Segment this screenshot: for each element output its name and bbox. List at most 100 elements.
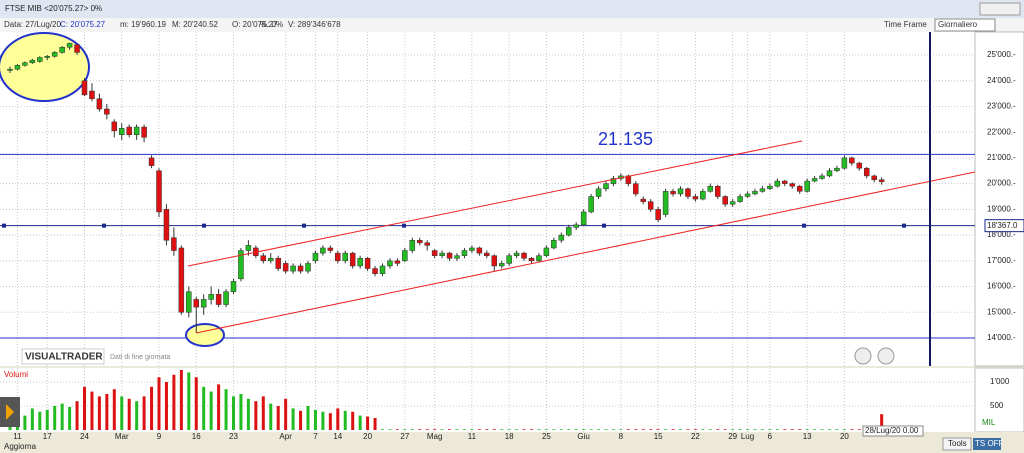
volume-bar [462,429,466,430]
volume-bar [23,415,27,430]
volume-bar [470,429,474,430]
candle-body [446,252,453,259]
candle-body [223,291,229,305]
candle-body [417,239,423,244]
x-tick-label: 18 [505,432,514,441]
candle-body [394,260,401,264]
candle-body [89,90,95,99]
level-handle [402,223,406,228]
volume-bar [485,429,489,430]
volume-bar [574,429,578,430]
price-axis [974,31,1024,367]
volume-tick-label: 1'000 [990,377,1010,386]
candle-body [804,180,810,192]
candle-body [752,191,758,195]
update[interactable]: Aggiorna [4,442,37,451]
volume-bar [589,429,593,430]
y-tick-label: 25'000.- [987,50,1016,59]
candle-body [66,43,73,48]
volume-bar [306,406,310,430]
cursor-date-box [862,425,924,437]
volume-bar [597,429,601,430]
x-tick-label: 25 [542,432,551,441]
candle-body [513,252,520,256]
volume-bar [604,429,608,430]
volume-bar [187,372,191,430]
candle-body [290,265,296,272]
volume-bar [716,429,720,430]
candle-body [722,196,728,205]
level-handle [2,223,6,228]
candle-body [230,281,237,292]
candle-body [141,126,147,138]
volume-bar [492,429,496,430]
candle-body [700,191,706,200]
arrow-icon [6,404,14,420]
candle-body [871,175,877,181]
volume-bar [611,429,615,430]
candle-body [74,44,80,53]
time-frame-select[interactable] [934,18,996,32]
volume-bar [440,429,444,430]
volume-bar [515,429,519,430]
y-tick-label: 15'000.- [987,307,1016,316]
candle-body [439,252,445,256]
info-button[interactable] [854,347,872,365]
volume-bar [239,394,243,430]
volume-bar [261,396,265,430]
volume-bar [768,429,772,430]
volume-bar [805,429,809,430]
volume-bar [723,429,727,430]
candle-body [215,294,222,305]
candle-body [171,237,177,251]
volume-bar [798,429,802,430]
volume-bar [448,429,452,430]
volume-bar [358,415,362,430]
x-tick-label: 27 [400,432,409,441]
candle-body [37,57,43,62]
volume-bar [842,429,846,430]
x-tick-label: 6 [768,432,773,441]
window-buttons[interactable] [979,2,1021,16]
candle-body [543,247,550,256]
volume-bar [142,396,146,430]
volume-bar [433,429,437,430]
info-button[interactable] [877,347,895,365]
volume-bar [686,429,690,430]
ts-button[interactable] [973,438,1001,450]
y-tick-label: 14'000.- [987,333,1016,342]
volume-bar [328,413,332,430]
candle-body [44,56,50,58]
candle-body [402,250,408,262]
candle-body [647,201,654,210]
tools-button[interactable] [942,437,972,451]
candle-body [297,265,304,272]
candle-body [856,162,863,169]
volume-bar [530,429,533,430]
volume-bar [172,374,176,430]
candle-body [767,185,773,190]
candle-body [126,126,132,136]
title-bar [0,0,1024,18]
x-tick-label: 16 [192,432,201,441]
candle-body [864,167,870,177]
volume-bar [164,382,168,430]
tools: Tools [948,439,967,448]
volume-bar [313,409,317,430]
candle-body [476,247,483,254]
volume-bar [619,429,623,430]
candle-body [826,170,833,177]
max: M: 20'240.52 [172,20,219,29]
level-handle [302,223,306,228]
candle-body [566,227,572,236]
volume-bar [68,406,72,430]
candle-body [528,257,535,262]
candle-body [603,183,609,190]
brand-note: Dati di fine giornata [110,354,170,361]
level-label: 18'367.0 [987,221,1018,230]
volume-bar [567,429,571,430]
candle-body [424,242,430,246]
level-handle [202,223,206,228]
volume-area [0,368,975,432]
volume-bar [813,429,817,430]
